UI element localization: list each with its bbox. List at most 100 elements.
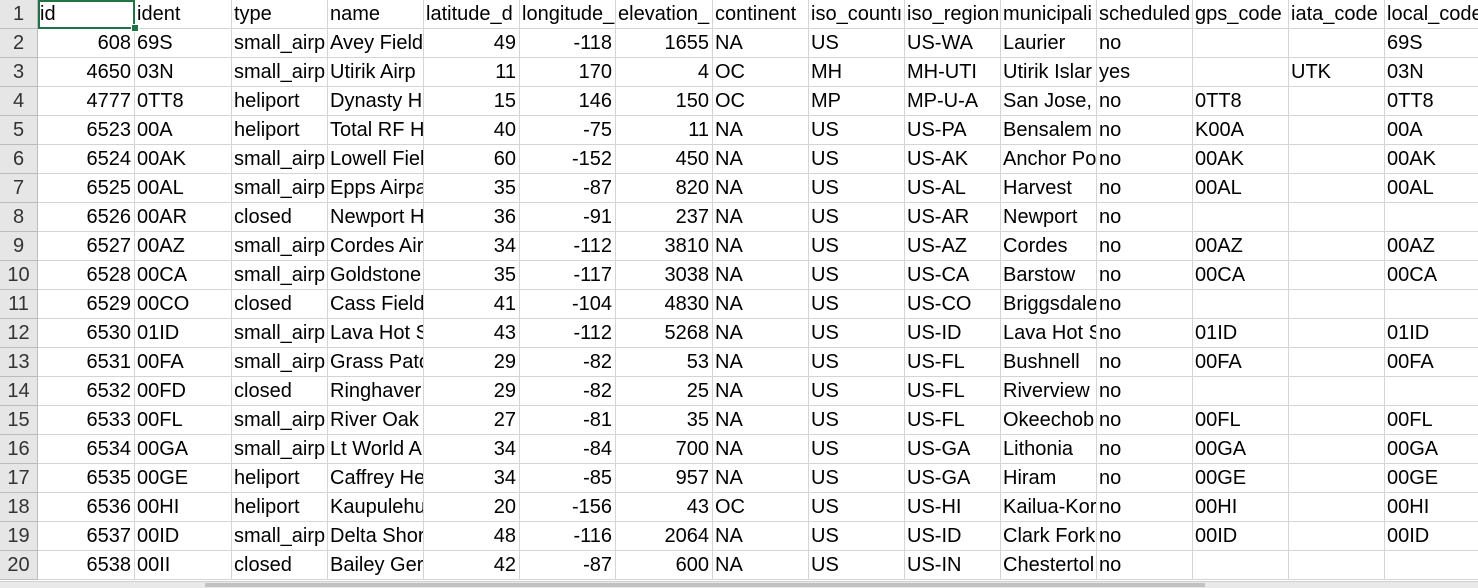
scrollbar-thumb[interactable] [205, 583, 1205, 587]
data-cell[interactable]: small_airp [232, 145, 328, 174]
data-cell[interactable]: US [809, 348, 905, 377]
data-cell[interactable]: 0TT8 [1193, 87, 1289, 116]
data-cell[interactable]: US [809, 377, 905, 406]
data-cell[interactable] [1289, 116, 1385, 145]
data-cell[interactable]: 11 [424, 58, 520, 87]
data-cell[interactable]: 6534 [38, 435, 135, 464]
data-cell[interactable]: 6530 [38, 319, 135, 348]
data-cell[interactable]: 69S [135, 29, 232, 58]
data-cell[interactable] [1289, 145, 1385, 174]
data-cell[interactable] [1385, 551, 1478, 580]
data-cell[interactable]: 00A [135, 116, 232, 145]
data-cell[interactable]: US [809, 29, 905, 58]
data-cell[interactable]: no [1097, 203, 1193, 232]
data-cell[interactable]: NA [713, 203, 809, 232]
data-cell[interactable] [1193, 58, 1289, 87]
data-cell[interactable]: no [1097, 29, 1193, 58]
column-header-cell[interactable]: gps_code [1193, 0, 1289, 29]
data-cell[interactable]: no [1097, 145, 1193, 174]
column-header-cell[interactable]: longitude_ [520, 0, 616, 29]
column-header-cell[interactable]: scheduled [1097, 0, 1193, 29]
data-cell[interactable]: US-FL [905, 377, 1001, 406]
data-cell[interactable]: 40 [424, 116, 520, 145]
data-cell[interactable]: no [1097, 261, 1193, 290]
data-cell[interactable]: -152 [520, 145, 616, 174]
column-header-cell[interactable]: municipali [1001, 0, 1097, 29]
row-header[interactable]: 13 [0, 348, 38, 377]
data-cell[interactable]: small_airp [232, 319, 328, 348]
data-cell[interactable]: small_airp [232, 348, 328, 377]
data-cell[interactable]: Briggsdale [1001, 290, 1097, 319]
column-header-cell[interactable]: continent [713, 0, 809, 29]
data-cell[interactable]: US [809, 145, 905, 174]
data-cell[interactable]: 6535 [38, 464, 135, 493]
data-cell[interactable]: no [1097, 348, 1193, 377]
data-cell[interactable]: small_airp [232, 29, 328, 58]
data-cell[interactable]: US [809, 203, 905, 232]
row-header[interactable]: 17 [0, 464, 38, 493]
data-cell[interactable]: no [1097, 435, 1193, 464]
data-cell[interactable]: Newport H [328, 203, 424, 232]
data-cell[interactable]: Cordes [1001, 232, 1097, 261]
data-cell[interactable]: closed [232, 551, 328, 580]
data-cell[interactable]: 5268 [616, 319, 713, 348]
data-cell[interactable]: 27 [424, 406, 520, 435]
data-cell[interactable] [1289, 87, 1385, 116]
data-cell[interactable] [1289, 377, 1385, 406]
data-cell[interactable]: 00HI [1385, 493, 1478, 522]
data-cell[interactable]: 6536 [38, 493, 135, 522]
data-cell[interactable]: 00FA [135, 348, 232, 377]
data-cell[interactable]: Epps Airpa [328, 174, 424, 203]
data-cell[interactable]: US [809, 261, 905, 290]
data-cell[interactable]: US [809, 174, 905, 203]
data-cell[interactable]: closed [232, 290, 328, 319]
data-cell[interactable]: 00CA [1193, 261, 1289, 290]
data-cell[interactable]: Anchor Po [1001, 145, 1097, 174]
data-cell[interactable]: US [809, 493, 905, 522]
row-header[interactable]: 2 [0, 29, 38, 58]
data-cell[interactable]: 49 [424, 29, 520, 58]
data-cell[interactable]: -85 [520, 464, 616, 493]
data-cell[interactable]: US-AZ [905, 232, 1001, 261]
data-cell[interactable]: -156 [520, 493, 616, 522]
data-cell[interactable]: US [809, 116, 905, 145]
column-header-cell[interactable]: name [328, 0, 424, 29]
data-cell[interactable]: 6525 [38, 174, 135, 203]
data-cell[interactable] [1289, 522, 1385, 551]
row-header[interactable]: 6 [0, 145, 38, 174]
data-cell[interactable]: 6527 [38, 232, 135, 261]
data-cell[interactable]: 450 [616, 145, 713, 174]
data-cell[interactable]: small_airp [232, 261, 328, 290]
row-header[interactable]: 12 [0, 319, 38, 348]
data-cell[interactable]: 608 [38, 29, 135, 58]
data-cell[interactable]: no [1097, 406, 1193, 435]
data-cell[interactable]: 00A [1385, 116, 1478, 145]
data-cell[interactable]: small_airp [232, 174, 328, 203]
data-cell[interactable]: 29 [424, 348, 520, 377]
data-cell[interactable]: 43 [424, 319, 520, 348]
data-cell[interactable]: 00GA [1193, 435, 1289, 464]
data-cell[interactable]: 6528 [38, 261, 135, 290]
data-cell[interactable]: small_airp [232, 406, 328, 435]
data-cell[interactable]: small_airp [232, 232, 328, 261]
data-cell[interactable]: 00AK [1385, 145, 1478, 174]
data-cell[interactable]: Barstow [1001, 261, 1097, 290]
data-cell[interactable]: heliport [232, 493, 328, 522]
data-cell[interactable]: 60 [424, 145, 520, 174]
data-cell[interactable]: 6533 [38, 406, 135, 435]
data-cell[interactable]: 00GA [1385, 435, 1478, 464]
data-cell[interactable]: US [809, 522, 905, 551]
data-cell[interactable]: Lt World A [328, 435, 424, 464]
data-cell[interactable] [1289, 174, 1385, 203]
data-cell[interactable]: no [1097, 319, 1193, 348]
data-cell[interactable]: 00HI [135, 493, 232, 522]
data-cell[interactable]: 00FL [135, 406, 232, 435]
data-cell[interactable]: -84 [520, 435, 616, 464]
data-cell[interactable]: US-FL [905, 348, 1001, 377]
data-cell[interactable]: 69S [1385, 29, 1478, 58]
data-cell[interactable]: Lithonia [1001, 435, 1097, 464]
data-cell[interactable] [1289, 493, 1385, 522]
data-cell[interactable] [1289, 29, 1385, 58]
data-cell[interactable]: 36 [424, 203, 520, 232]
data-cell[interactable]: 00AR [135, 203, 232, 232]
